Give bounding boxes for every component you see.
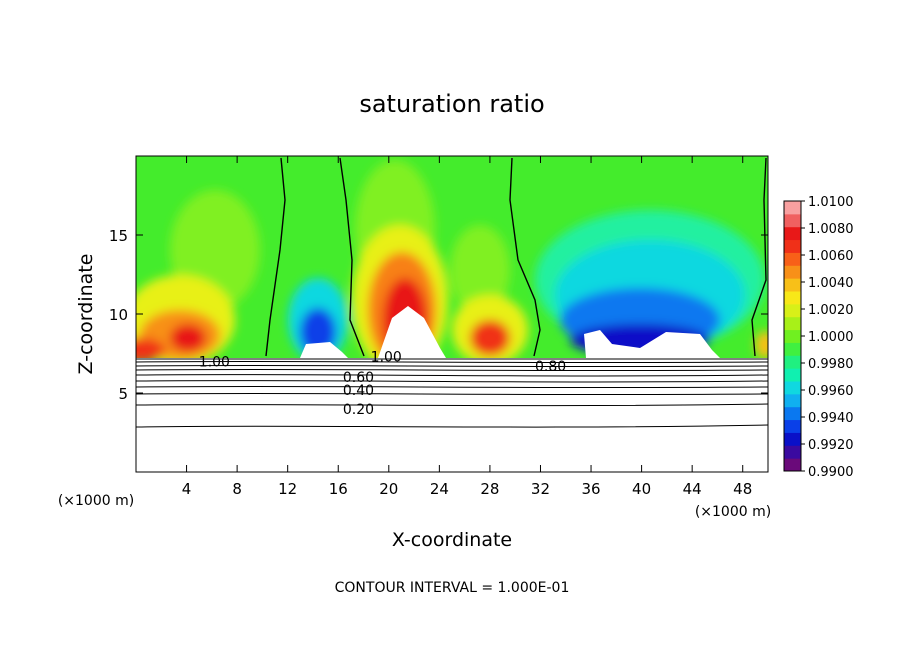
contour-strat-3 — [136, 364, 768, 368]
colorbar-label: 1.0100 — [808, 195, 854, 210]
colorbar-segment — [784, 239, 801, 253]
plot-area — [136, 156, 768, 472]
x-tick-label: 8 — [232, 480, 242, 498]
colorbar-segment — [784, 381, 801, 395]
colorbar-segment — [784, 316, 801, 331]
colorbar-label: 1.0040 — [808, 276, 854, 291]
field-lower-white — [136, 358, 768, 472]
field-patch-lightgreen-3 — [450, 225, 510, 315]
y-tick-label: 15 — [109, 227, 128, 245]
field-edge-right — [755, 331, 768, 359]
contour-line-2 — [339, 157, 365, 357]
colorbar-segment — [784, 458, 801, 472]
x-tick-label: 40 — [632, 480, 651, 498]
contour-label: 0.40 — [343, 383, 374, 399]
contour-line-1 — [265, 157, 286, 357]
colorbar-segment — [784, 213, 801, 228]
x-axis-unit-right: (×1000 m) — [695, 504, 771, 520]
colorbar-segment — [784, 342, 801, 356]
x-axis-unit-left: (×1000 m) — [58, 493, 134, 509]
colorbar-label: 0.9920 — [808, 438, 854, 453]
contour-strat-7 — [136, 385, 768, 389]
contour-strat-8 — [136, 392, 768, 396]
y-axis: 5 10 15 — [109, 227, 768, 403]
field-edge-left — [136, 338, 165, 362]
contour-strat-9 — [136, 403, 768, 407]
colorbar-label: 0.9960 — [808, 384, 854, 399]
x-axis-label: X-coordinate — [392, 529, 512, 551]
contour-strat-4 — [136, 368, 768, 372]
field-white-core-3 — [584, 330, 720, 358]
contour-label: 1.00 — [199, 354, 230, 370]
contour-interval-note: CONTOUR INTERVAL = 1.000E-01 — [335, 580, 570, 596]
contour-label: 0.80 — [535, 359, 566, 375]
colorbar-segment — [784, 291, 801, 305]
y-tick-label: 10 — [109, 306, 128, 324]
colorbar-segment — [784, 419, 801, 433]
colorbar: 1.0100 1.0080 1.0060 1.0040 1.0020 1.0000 0.99… — [783, 195, 854, 480]
y-tick-label: 5 — [118, 385, 128, 403]
colorbar-segment — [784, 201, 801, 215]
x-tick-label: 28 — [480, 480, 499, 498]
contour-label: 0.60 — [343, 370, 374, 386]
colorbar-label: 1.0000 — [808, 330, 854, 345]
x-tick-label: 16 — [329, 480, 348, 498]
contour-line-3 — [509, 157, 541, 357]
y-axis-label: Z-coordinate — [75, 254, 97, 375]
contour-label: 0.20 — [343, 402, 374, 418]
x-tick-label: 4 — [182, 480, 192, 498]
colorbar-segment — [784, 226, 801, 241]
colorbar-segment — [784, 278, 801, 292]
colorbar-label: 1.0060 — [808, 249, 854, 264]
contour-strat-10 — [136, 424, 768, 428]
x-tick-label: 12 — [278, 480, 297, 498]
colorbar-label: 1.0020 — [808, 303, 854, 318]
contour-label: 1.00 — [371, 350, 402, 366]
colorbar-label: 0.9940 — [808, 411, 854, 426]
colorbar-segment — [784, 368, 801, 382]
field-white-core-1 — [300, 342, 348, 358]
x-tick-label: 32 — [531, 480, 550, 498]
contour-labels: 1.00 1.00 0.80 0.600.40 0.20 — [199, 350, 566, 418]
colorbar-label: 0.9900 — [808, 465, 854, 480]
colorbar-segment — [784, 252, 801, 266]
colorbar-segment — [784, 265, 801, 279]
x-axis: 4 8 12 16 20 24 28 32 36 40 44 48 — [182, 156, 752, 498]
colorbar-segment — [784, 393, 801, 408]
colorbar-label: 1.0080 — [808, 222, 854, 237]
colorbar-segment — [784, 432, 801, 446]
contour-strat-5 — [136, 374, 768, 377]
x-tick-label: 20 — [379, 480, 398, 498]
x-tick-label: 24 — [430, 480, 449, 498]
field-white-core-2 — [378, 306, 446, 358]
field-plume-right-red — [470, 320, 510, 356]
colorbar-label: 0.9980 — [808, 357, 854, 372]
colorbar-segment — [784, 355, 801, 369]
colorbar-segment — [784, 329, 801, 343]
x-tick-label: 36 — [581, 480, 600, 498]
colorbar-segment — [784, 445, 801, 459]
contour-strat-2 — [136, 360, 768, 364]
contour-strat-6 — [136, 380, 768, 383]
x-tick-label: 44 — [683, 480, 702, 498]
field-plume-left-red — [170, 324, 206, 352]
colorbar-segment — [784, 303, 801, 318]
chart-title: saturation ratio — [359, 90, 544, 118]
colorbar-segment — [784, 406, 801, 421]
contour-line-4 — [751, 157, 767, 357]
x-tick-label: 48 — [733, 480, 752, 498]
